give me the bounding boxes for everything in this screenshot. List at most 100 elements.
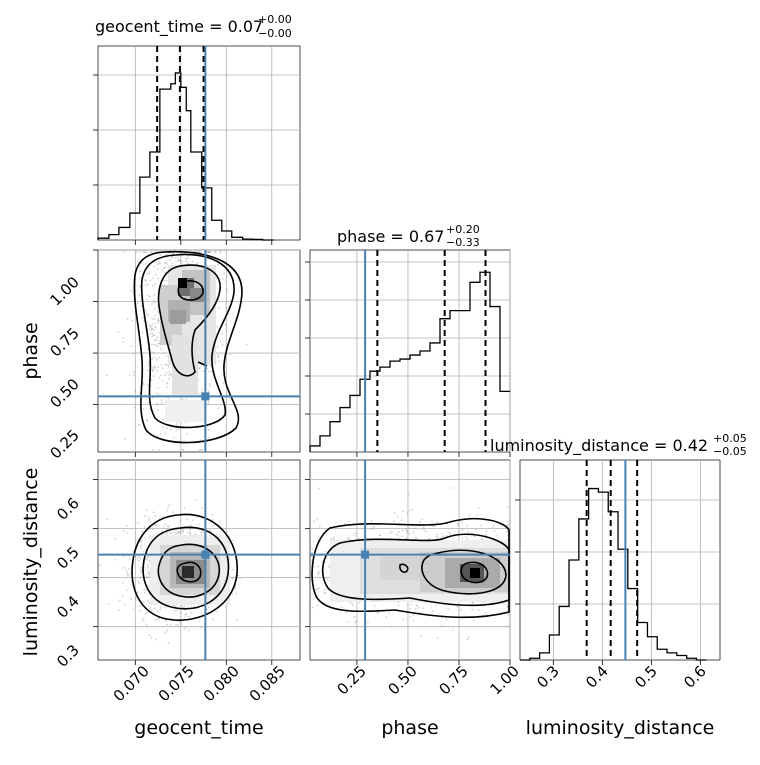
phase-geocent-sample-point <box>168 253 171 255</box>
phase-geocent-sample-point <box>159 254 162 256</box>
title-phase-sub: −0.33 <box>446 236 480 249</box>
lumdist-phase-sample-point <box>415 604 418 607</box>
phase-geocent-sample-point <box>166 382 168 384</box>
lumdist-geocent-sample-point <box>118 599 121 602</box>
phase-geocent-sample-point <box>155 392 158 395</box>
lumdist-phase-sample-point <box>408 532 410 535</box>
ytick-phase-3: 1.00 <box>46 273 82 309</box>
phase-geocent-sample-point <box>221 344 224 346</box>
phase-geocent-sample-point <box>164 271 167 274</box>
phase-geocent-sample-point <box>168 373 171 376</box>
title-luminosity_distance-sub: −0.05 <box>713 445 747 458</box>
lumdist-geocent-sample-point <box>200 531 203 534</box>
phase-geocent-sample-point <box>130 344 133 347</box>
lumdist-geocent-sample-point <box>123 603 126 606</box>
lumdist-geocent-sample-point <box>164 606 166 609</box>
phase-geocent-sample-point <box>153 325 156 328</box>
phase-geocent-sample-point <box>198 367 201 370</box>
phase-geocent-sample-point <box>226 288 228 290</box>
lumdist-phase-sample-point <box>373 525 376 528</box>
lumdist-phase-sample-point <box>330 538 332 540</box>
lumdist-phase-sample-point <box>404 528 407 530</box>
phase-geocent-sample-point <box>154 366 157 369</box>
phase-geocent-sample-point <box>218 307 220 310</box>
lumdist-geocent-density-cell-4 <box>182 566 194 578</box>
phase-geocent-sample-point <box>216 346 219 348</box>
phase-geocent-sample-point <box>167 397 170 400</box>
lumdist-phase-sample-point <box>423 528 425 531</box>
phase-geocent-sample-point <box>138 277 141 279</box>
title-luminosity_distance: luminosity_distance = 0.42 <box>490 436 708 456</box>
lumdist-phase-sample-point <box>370 519 373 522</box>
phase-geocent-sample-point <box>161 367 164 370</box>
lumdist-phase-sample-point <box>324 561 326 564</box>
lumdist-phase-sample-point <box>472 602 474 604</box>
lumdist-geocent-sample-point <box>193 605 195 608</box>
phase-geocent-sample-point <box>147 364 150 367</box>
lumdist-phase-sample-point <box>398 531 400 533</box>
phase-geocent-sample-point <box>201 449 204 451</box>
panel-phase-marginal <box>309 249 511 453</box>
phase-geocent-sample-point <box>133 370 135 373</box>
lumdist-geocent-sample-point <box>151 528 154 530</box>
lumdist-geocent-sample-point <box>179 611 182 614</box>
lumdist-geocent-sample-point <box>137 555 140 558</box>
lumdist-geocent-sample-point <box>182 530 184 533</box>
lumdist-geocent-sample-point <box>142 550 145 553</box>
lumdist-phase-sample-point <box>468 514 470 516</box>
phase-geocent-sample-point <box>158 376 161 379</box>
lumdist-phase-sample-point <box>311 547 313 550</box>
lumdist-phase-sample-point <box>415 536 417 539</box>
lumdist-geocent-sample-point <box>219 520 221 523</box>
phase-geocent-sample-point <box>152 449 155 451</box>
phase-geocent-sample-point <box>198 449 201 451</box>
phase-geocent-sample-point <box>158 356 160 359</box>
lumdist-geocent-sample-point <box>140 540 142 542</box>
lumdist-phase-sample-point <box>346 621 349 623</box>
lumdist-geocent-sample-point <box>146 611 149 614</box>
lumdist-phase-sample-point <box>385 616 387 618</box>
lumdist-geocent-sample-point <box>185 612 188 615</box>
phase-geocent-sample-point <box>145 251 147 254</box>
lumdist-geocent-sample-point <box>148 536 151 539</box>
lumdist-geocent-sample-point <box>180 624 183 626</box>
phase-geocent-sample-point <box>170 255 173 258</box>
phase-geocent-sample-point <box>207 400 210 403</box>
lumdist-phase-sample-point <box>467 530 470 533</box>
phase-geocent-sample-point <box>153 318 155 321</box>
lumdist-geocent-sample-point <box>158 617 161 620</box>
phase-geocent-sample-point <box>139 265 141 268</box>
ylabel-luminosity_distance: luminosity_distance <box>20 468 42 657</box>
phase-geocent-sample-point <box>208 383 211 386</box>
lumdist-geocent-sample-point <box>191 519 194 522</box>
lumdist-geocent-sample-point <box>177 532 180 535</box>
lumdist-geocent-sample-point <box>181 531 184 534</box>
phase-geocent-sample-point <box>180 437 182 439</box>
ylabel-phase: phase <box>20 322 42 379</box>
lumdist-phase-sample-point <box>402 618 405 621</box>
phase-geocent-sample-point <box>128 374 131 377</box>
lumdist-geocent-sample-point <box>137 521 140 524</box>
phase-geocent-sample-point <box>152 369 155 372</box>
phase-geocent-sample-point <box>155 326 157 329</box>
lumdist-phase-sample-point <box>318 570 321 573</box>
lumdist-geocent-contour-3 <box>131 513 238 621</box>
lumdist-geocent-sample-point <box>135 596 138 599</box>
phase-geocent-sample-point <box>137 260 139 263</box>
phase-geocent-sample-point <box>155 344 157 347</box>
lumdist-phase-sample-point <box>402 510 404 513</box>
lumdist-geocent-sample-point <box>201 506 203 509</box>
phase-geocent-sample-point <box>149 295 151 298</box>
phase-geocent-sample-point <box>148 324 151 327</box>
lumdist-phase-sample-point <box>461 529 464 531</box>
lumdist-phase-sample-point <box>466 524 469 527</box>
lumdist-phase-sample-point <box>507 625 509 628</box>
phase-geocent-sample-point <box>163 262 166 264</box>
phase-geocent-sample-point <box>160 363 163 366</box>
phase-geocent-sample-point <box>151 343 154 346</box>
lumdist-geocent-sample-point <box>148 570 150 573</box>
lumdist-phase-sample-point <box>406 512 409 515</box>
phase-geocent-sample-point <box>208 251 211 254</box>
lumdist-phase-sample-point <box>407 527 410 529</box>
lumdist-geocent-sample-point <box>127 573 129 576</box>
